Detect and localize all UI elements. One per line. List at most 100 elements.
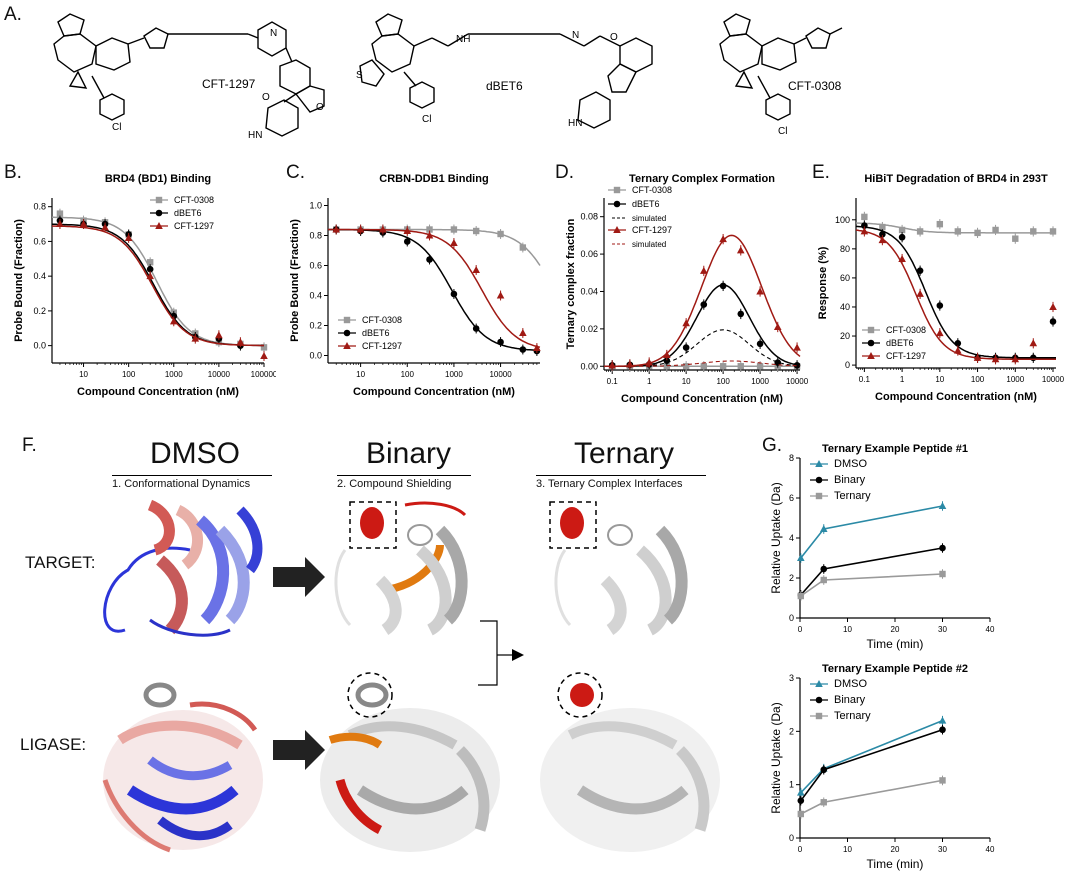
legend-marker [867,352,875,359]
data-point [756,287,764,295]
data-point [898,255,906,263]
atom-o-ether: O [610,32,618,43]
target-structure-binary [334,501,468,636]
legend-marker [343,316,351,324]
data-point [403,238,411,245]
data-point [472,227,480,235]
legend-label: CFT-0308 [362,315,402,325]
x-tick-label: 1000 [1006,375,1024,384]
x-axis-label: Time (min) [867,637,924,651]
data-point [737,310,745,318]
series-cft-1297 [328,224,541,353]
data-point [700,301,708,308]
data-point [1029,339,1038,347]
data-point [519,244,527,251]
fit-curve [328,228,540,352]
chart-title: Ternary Example Peptide #1 [822,443,968,455]
atom-hn-1: HN [248,130,262,141]
legend-label: dBET6 [886,338,914,348]
x-tick-label: 30 [938,625,947,634]
arrow-target [273,557,325,597]
x-tick-label: 10000 [786,377,808,386]
x-axis-label: Compound Concentration (nM) [875,391,1037,403]
column-title-dmso: DMSO [150,437,240,470]
data-point [797,797,805,804]
fit-curve [328,228,541,348]
y-tick-label: 0.08 [580,212,598,222]
data-point [719,235,727,243]
column-subtitle-ternary: 3. Ternary Complex Interfaces [536,478,683,490]
legend-label: CFT-1297 [174,221,214,231]
data-point [797,810,805,818]
y-tick-label: 0.8 [309,231,322,241]
atom-o-1: O [316,102,324,113]
x-tick-label: 1 [647,377,652,386]
x-axis-label: Compound Concentration (nM) [621,393,783,405]
y-tick-label: 3 [789,673,794,683]
y-tick-label: 0.00 [580,361,598,371]
chart-title: CRBN-DDB1 Binding [379,173,488,185]
legend-marker [613,186,621,194]
data-point [1029,354,1037,362]
fit-curve [604,234,801,367]
legend-label: dBET6 [174,208,202,218]
x-tick-label: 100 [971,375,985,384]
y-tick-label: 0 [789,613,794,623]
data-point [645,358,653,366]
data-point [626,360,634,368]
fit-curve [604,284,801,368]
data-point [774,359,782,366]
y-tick-label: 40 [840,302,850,312]
x-tick-label: 1000 [165,370,183,379]
data-point [101,223,109,231]
data-point [756,363,764,370]
fit-curve [604,329,801,367]
series-line [800,728,943,802]
data-point [974,229,981,237]
x-tick-label: 20 [891,625,900,634]
y-tick-label: 20 [840,331,850,341]
atom-n-amide-2: N [572,30,579,41]
data-point [215,331,223,339]
fit-curve [604,360,801,367]
legend-label: DMSO [834,678,867,690]
y-tick-label: 0.0 [309,351,322,361]
data-point [719,363,727,370]
legend-item: dBET6 [608,199,660,209]
atom-cl-1: Cl [112,122,121,133]
data-point [332,225,341,233]
data-point [819,525,828,532]
legend-marker [815,696,823,704]
legend-marker [867,339,875,347]
legend-item: dBET6 [862,338,914,348]
data-point [820,576,827,584]
legend-item: DMSO [810,678,867,690]
chart-peptide-2: Ternary Example Peptide #2 0 10 20 30 40 0 1 2 3 T… [769,663,995,871]
data-point [797,592,805,600]
legend-marker [815,712,823,720]
data-point [472,266,480,273]
x-tick-label: 0.1 [859,375,871,384]
chart-title: Ternary Example Peptide #2 [822,663,968,675]
data-point [898,226,906,234]
data-point [1011,355,1020,363]
legend-item: simulated [612,214,666,223]
legend-label: CFT-0308 [174,195,214,205]
y-tick-label: 2 [789,726,794,736]
protein-structures [102,499,720,853]
chart-title: BRD4 (BD1) Binding [105,173,211,185]
x-tick-label: 0 [798,625,803,634]
data-point [146,272,154,280]
legend-item: CFT-0308 [862,325,926,335]
data-point [861,222,868,229]
y-tick-label: 100 [835,215,850,225]
data-point [1049,318,1057,325]
y-axis-label: Ternary complex fraction [565,218,577,349]
data-point [426,256,433,263]
label-dbet6: dBET6 [486,79,523,93]
panel-label-c: C. [286,162,305,183]
legend-item: dBET6 [150,208,202,218]
data-point [898,233,906,241]
data-point [379,225,387,233]
data-point [939,570,946,578]
